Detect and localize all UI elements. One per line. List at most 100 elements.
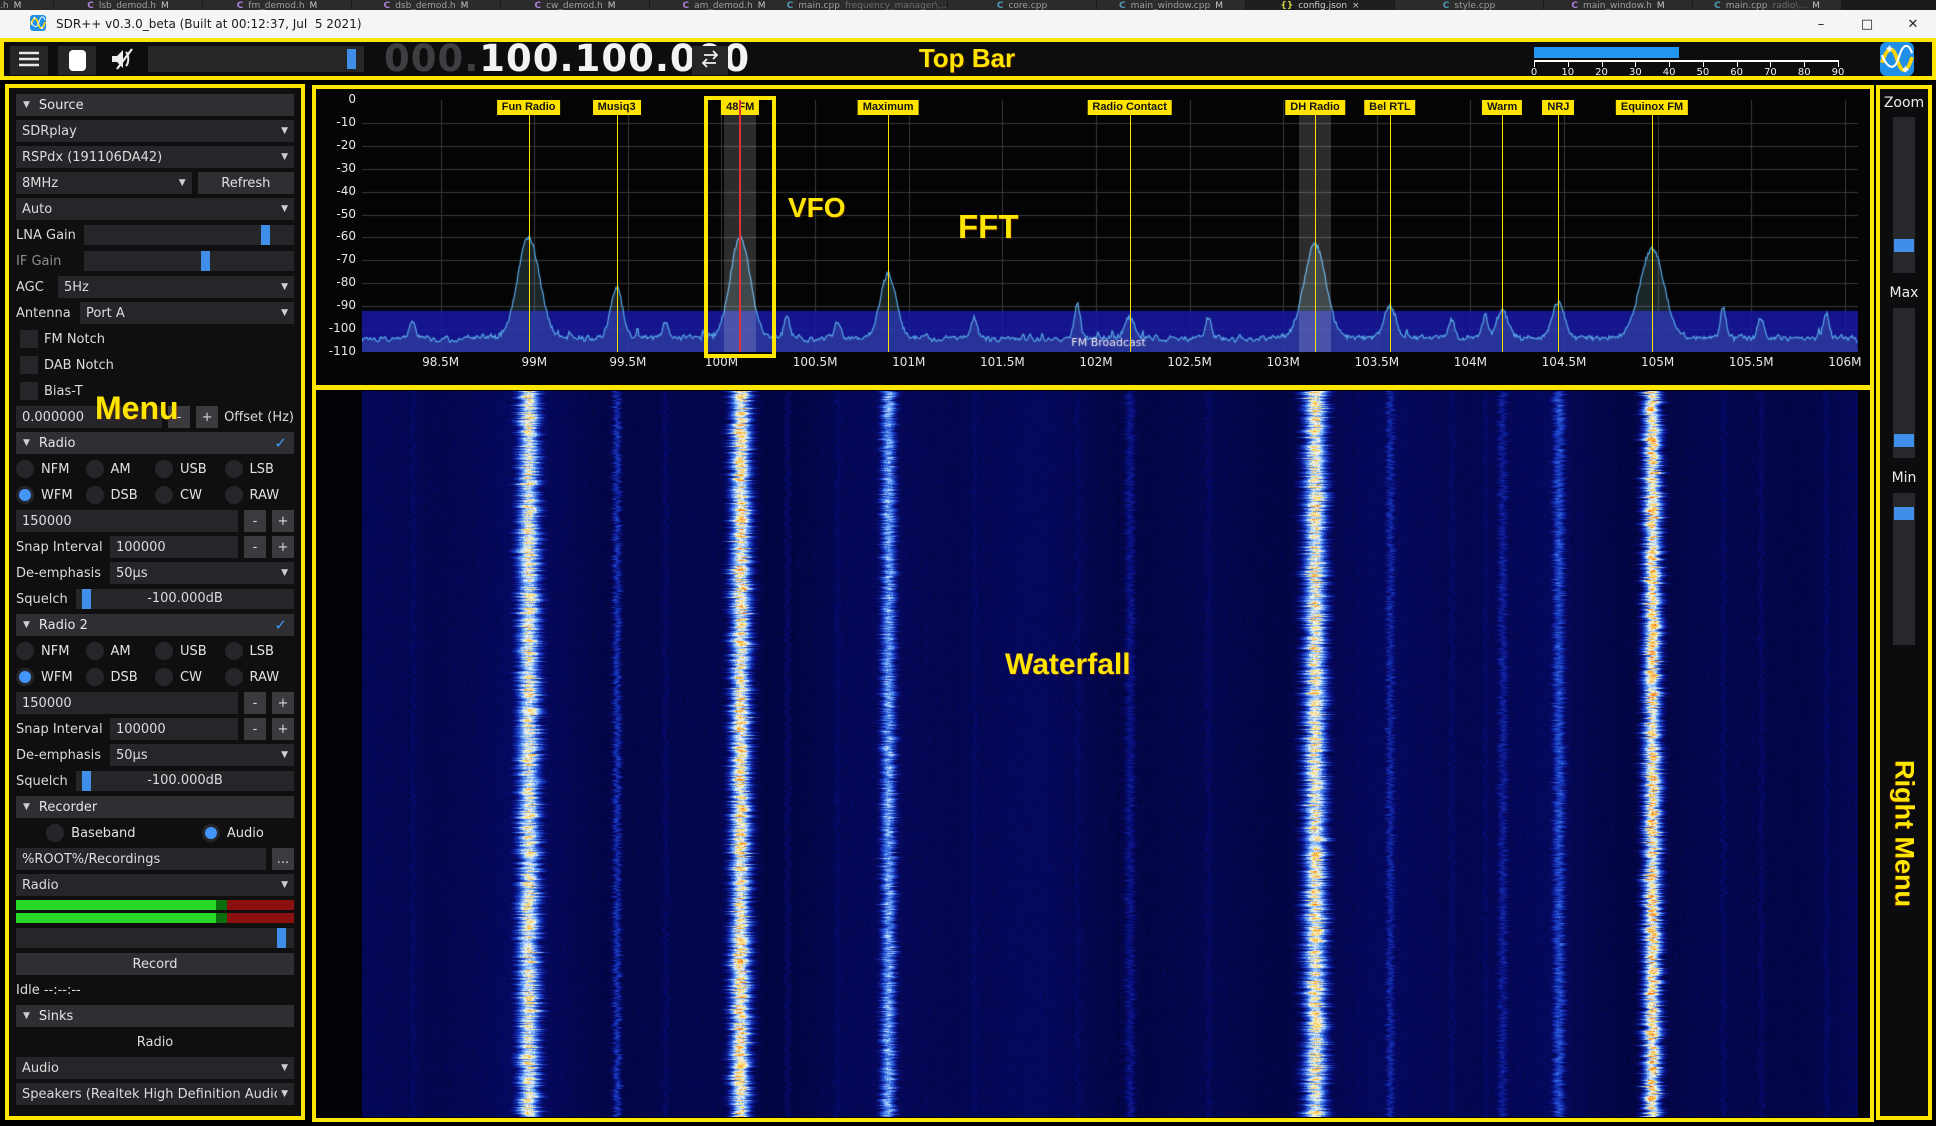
recorder-volume-slider[interactable] [16,928,294,948]
snap-plus-button[interactable]: + [272,536,294,558]
source-driver-dropdown[interactable]: SDRplay ▼ [16,120,294,142]
browse-button[interactable]: ... [272,848,294,870]
radio2-bandwidth-input[interactable]: 150000 [16,692,238,714]
station-label-dh-radio[interactable]: DH Radio [1285,100,1345,115]
radio2-section-header[interactable]: ▼ Radio 2 ✓ [16,614,294,636]
volume-slider[interactable] [148,46,364,72]
enabled-check-icon[interactable]: ✓ [274,434,287,452]
slider-handle[interactable] [200,251,210,271]
vfo2-band[interactable] [1299,100,1331,352]
maximize-button[interactable]: □ [1860,16,1874,32]
sink-type-dropdown[interactable]: Audio ▼ [16,1057,294,1079]
station-label-fun-radio[interactable]: Fun Radio [496,100,561,115]
mode-option-usb[interactable]: USB [155,640,225,662]
slider-handle[interactable] [276,928,286,948]
station-label-radio-contact[interactable]: Radio Contact [1087,100,1172,115]
station-label-bel-rtl[interactable]: Bel RTL [1364,100,1416,115]
fft-plot[interactable] [362,100,1858,352]
bandwidth-minus-button[interactable]: - [244,510,266,532]
refresh-button[interactable]: Refresh [197,172,294,194]
offset-plus-button[interactable]: + [196,406,219,428]
menu-toggle-button[interactable] [10,46,48,75]
source-device-dropdown[interactable]: RSPdx (191106DA42) ▼ [16,146,294,168]
volume-slider-handle[interactable] [346,49,356,69]
station-label-maximum[interactable]: Maximum [857,100,919,115]
radio-bandwidth-input[interactable]: 150000 [16,510,238,532]
mode-option-cw[interactable]: CW [155,666,225,688]
recorder-audio-option[interactable]: Audio [201,822,264,844]
mode-option-lsb[interactable]: LSB [224,458,295,480]
enabled-check-icon[interactable]: ✓ [274,616,287,634]
mode-option-raw[interactable]: RAW [224,484,295,506]
tuning-mode-button[interactable] [692,46,728,75]
slider-handle[interactable] [1894,434,1914,448]
antenna-dropdown[interactable]: Port A ▼ [80,302,294,324]
snap-interval-input[interactable]: 100000 [110,536,238,558]
zoom-slider[interactable] [1893,117,1915,273]
offset-minus-button[interactable]: - [168,406,191,428]
waterfall-display[interactable] [362,391,1858,1117]
agc-dropdown[interactable]: 5Hz ▼ [58,276,294,298]
snap-interval-input[interactable]: 100000 [110,718,238,740]
vfo-center-line[interactable] [739,100,742,352]
if-gain-slider[interactable] [84,251,294,271]
station-label-nrj[interactable]: NRJ [1542,100,1575,115]
sinks-section-header[interactable]: ▼ Sinks [16,1005,294,1027]
slider-handle[interactable] [260,225,270,245]
radio-section-header[interactable]: ▼ Radio ✓ [16,432,294,454]
mode-option-am[interactable]: AM [85,458,156,480]
mode-option-wfm[interactable]: WFM [16,484,86,506]
min-slider[interactable] [1893,493,1915,645]
deemphasis-dropdown[interactable]: 50µs ▼ [110,562,294,584]
station-label-musiq3[interactable]: Musiq3 [592,100,641,115]
gain-mode-dropdown[interactable]: Auto ▼ [16,198,294,220]
slider-handle[interactable] [82,589,92,609]
record-button[interactable]: Record [16,953,294,975]
mode-option-am[interactable]: AM [85,640,156,662]
max-slider[interactable] [1893,308,1915,458]
bandwidth-dropdown[interactable]: 8MHz ▼ [16,172,192,194]
stop-button[interactable] [58,46,96,75]
dab-notch-checkbox[interactable] [20,356,38,374]
snap-minus-button[interactable]: - [244,536,266,558]
deemphasis-dropdown[interactable]: 50µs ▼ [110,744,294,766]
station-label-warm[interactable]: Warm [1482,100,1523,115]
minimize-button[interactable]: – [1817,16,1825,32]
mode-option-nfm[interactable]: NFM [16,458,86,480]
snap-plus-button[interactable]: + [272,718,294,740]
mode-option-usb[interactable]: USB [155,458,225,480]
slider-handle[interactable] [1894,238,1914,252]
mode-option-wfm[interactable]: WFM [16,666,86,688]
audio-device-dropdown[interactable]: Speakers (Realtek High Definition Audio)… [16,1083,294,1105]
squelch-slider[interactable]: -100.000dB [76,771,294,791]
bandwidth-plus-button[interactable]: + [272,692,294,714]
mode-option-dsb[interactable]: DSB [85,666,156,688]
recording-path-input[interactable]: %ROOT%/Recordings [16,848,266,870]
mute-button[interactable] [104,46,142,75]
fm-notch-checkbox[interactable] [20,330,38,348]
mode-option-lsb[interactable]: LSB [224,640,295,662]
source-section-header[interactable]: ▼ Source [16,94,294,116]
station-label-equinox-fm[interactable]: Equinox FM [1615,100,1689,115]
recorder-stream-dropdown[interactable]: Radio ▼ [16,874,294,896]
squelch-slider[interactable]: -100.000dB [76,589,294,609]
close-button[interactable]: ✕ [1907,16,1919,32]
offset-input[interactable]: 0.000000 [16,406,163,428]
tab-close-icon[interactable]: × [1352,1,1360,10]
snap-minus-button[interactable]: - [244,718,266,740]
mode-option-nfm[interactable]: NFM [16,640,86,662]
bandwidth-minus-button[interactable]: - [244,692,266,714]
mode-option-raw[interactable]: RAW [224,666,295,688]
slider-handle[interactable] [1894,506,1914,520]
mode-option-dsb[interactable]: DSB [85,484,156,506]
recorder-section-header[interactable]: ▼ Recorder [16,796,294,818]
